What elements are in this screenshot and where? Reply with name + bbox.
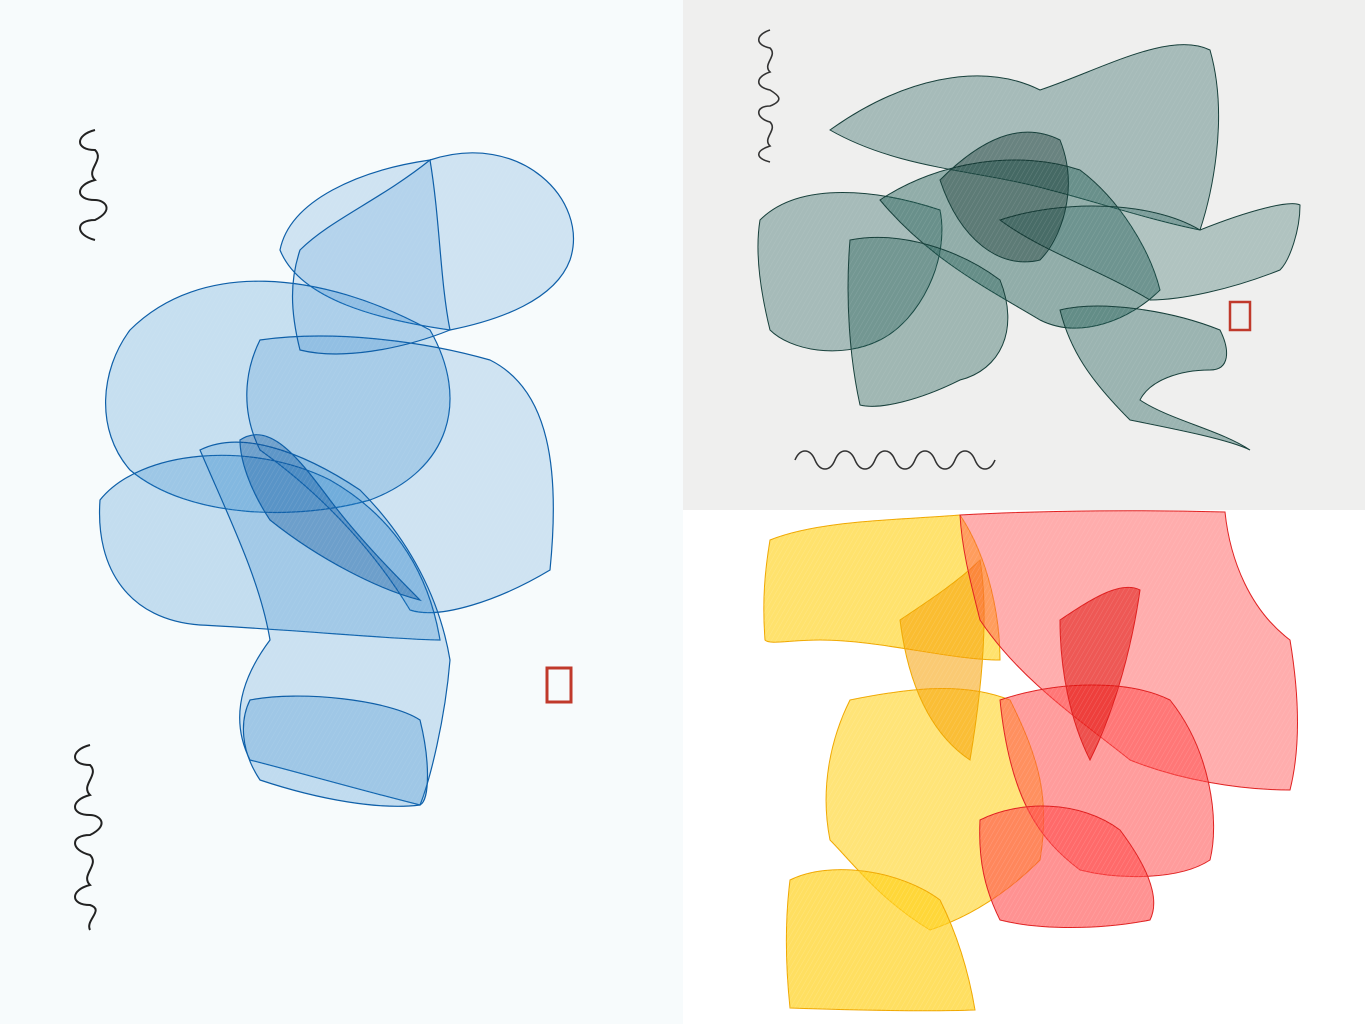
red-ribbons (959, 510, 1298, 928)
blue-ribbons (98, 152, 575, 807)
asemic-script (74, 129, 108, 931)
ribbon-texture (240, 434, 420, 600)
ribbon-texture (292, 160, 450, 354)
script-stroke (794, 450, 996, 470)
blue-artwork-panel (74, 129, 575, 931)
teal-artwork-panel (683, 0, 1365, 510)
ribbon-texture (979, 806, 1154, 928)
script-stroke (79, 129, 108, 241)
script-stroke (74, 744, 103, 931)
script-stroke (757, 29, 780, 163)
ribbon-texture (940, 132, 1069, 262)
teal-ribbons (757, 44, 1301, 451)
ribbon-texture (1000, 203, 1300, 300)
ribbon-texture (1060, 306, 1250, 450)
red-seal (1228, 300, 1252, 332)
red-seal (545, 666, 573, 704)
ribbon-texture (1060, 587, 1140, 760)
ribbon-texture (246, 336, 554, 613)
warm-artwork-panel (683, 510, 1365, 1024)
ribbon-texture (786, 869, 975, 1011)
asemic-script (757, 29, 996, 470)
ribbon-texture (243, 696, 428, 807)
ribbon-texture (900, 560, 985, 760)
ribbon-texture (848, 237, 1008, 407)
